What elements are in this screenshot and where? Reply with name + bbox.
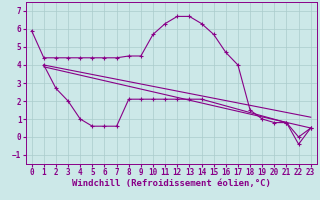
X-axis label: Windchill (Refroidissement éolien,°C): Windchill (Refroidissement éolien,°C)	[72, 179, 271, 188]
